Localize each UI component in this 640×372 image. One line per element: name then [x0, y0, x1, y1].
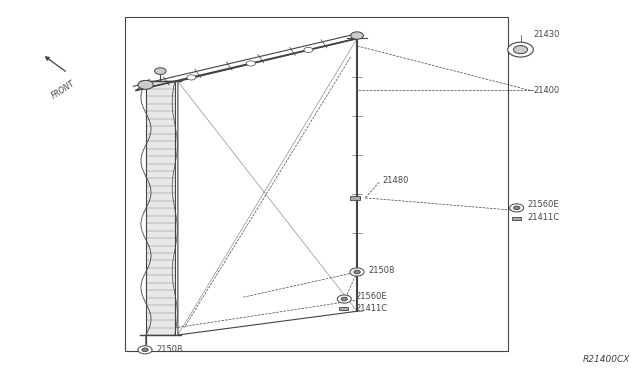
Bar	[350, 196, 360, 200]
Text: 21508: 21508	[157, 345, 183, 354]
Circle shape	[142, 348, 148, 352]
Circle shape	[513, 206, 520, 210]
Circle shape	[337, 295, 351, 303]
Circle shape	[341, 297, 348, 301]
Text: 21560E: 21560E	[356, 292, 387, 301]
Text: 21411C: 21411C	[527, 213, 559, 222]
Text: 21400: 21400	[533, 86, 559, 95]
Text: 21411C: 21411C	[356, 304, 388, 313]
Text: 21430: 21430	[533, 30, 559, 39]
Text: FRONT: FRONT	[50, 78, 77, 100]
Text: R21400CX: R21400CX	[582, 355, 630, 364]
Circle shape	[138, 80, 154, 89]
Text: 21480: 21480	[383, 176, 409, 185]
Circle shape	[246, 61, 255, 66]
Circle shape	[508, 42, 533, 57]
Circle shape	[513, 45, 527, 54]
Bar	[125, 17, 508, 351]
Circle shape	[155, 68, 166, 74]
Bar	[339, 307, 348, 310]
Bar	[511, 217, 520, 220]
Text: 21560E: 21560E	[527, 200, 559, 209]
Circle shape	[304, 47, 313, 52]
Circle shape	[509, 204, 524, 212]
Circle shape	[354, 270, 360, 274]
Bar	[146, 81, 175, 335]
Circle shape	[351, 32, 364, 39]
Circle shape	[350, 268, 364, 276]
Circle shape	[187, 75, 196, 80]
Circle shape	[138, 346, 152, 354]
Text: 21508: 21508	[369, 266, 395, 275]
